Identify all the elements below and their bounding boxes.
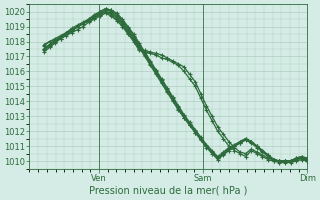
X-axis label: Pression niveau de la mer( hPa ): Pression niveau de la mer( hPa )	[89, 186, 248, 196]
